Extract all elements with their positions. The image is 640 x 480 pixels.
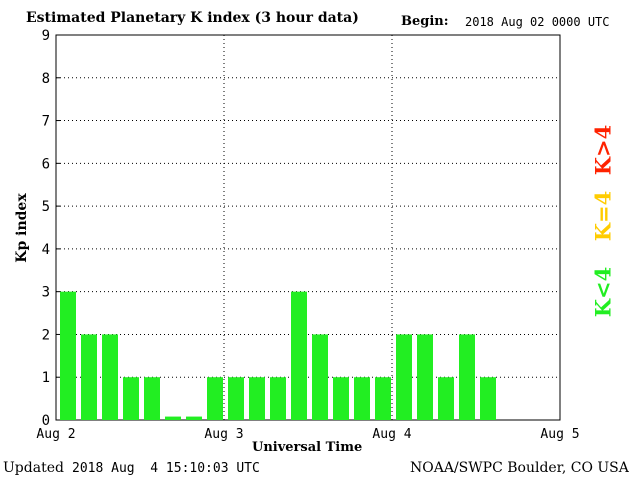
legend-high-label: K>4 bbox=[590, 124, 616, 176]
x-tick-label: Aug 5 bbox=[540, 427, 579, 442]
kp-bar bbox=[228, 377, 244, 420]
x-tick-label: Aug 2 bbox=[36, 427, 75, 442]
begin-value: 2018 Aug 02 0000 UTC bbox=[465, 15, 610, 29]
kp-bar bbox=[480, 377, 496, 420]
kp-bar bbox=[102, 334, 118, 420]
legend-mid-label: K=4 bbox=[590, 190, 616, 242]
updated-label: Updated bbox=[3, 460, 64, 476]
plot-frame bbox=[55, 34, 561, 421]
x-tick-label: Aug 4 bbox=[372, 427, 411, 442]
y-tick-label: 7 bbox=[42, 114, 50, 130]
x-tick-label: Aug 3 bbox=[204, 427, 243, 442]
kp-bar bbox=[417, 334, 433, 420]
kp-bar bbox=[165, 416, 181, 420]
kp-bar bbox=[123, 377, 139, 420]
y-tick-label: 2 bbox=[42, 327, 50, 343]
y-tick-label: 4 bbox=[42, 242, 50, 258]
kp-bar bbox=[333, 377, 349, 420]
y-tick-label: 6 bbox=[42, 156, 50, 172]
kp-bar bbox=[60, 291, 76, 420]
x-tick-labels: Aug 2 Aug 3 Aug 4 Aug 5 bbox=[36, 427, 579, 442]
kp-bar bbox=[144, 377, 160, 420]
kp-bar bbox=[207, 377, 223, 420]
updated-value: 2018 Aug 4 15:10:03 UTC bbox=[72, 461, 260, 476]
kp-bar bbox=[81, 334, 97, 420]
y-tick-label: 3 bbox=[42, 285, 50, 301]
kp-bar bbox=[396, 334, 412, 420]
kp-bar bbox=[186, 416, 202, 420]
gridlines bbox=[56, 34, 560, 421]
kp-bar bbox=[354, 377, 370, 420]
kp-bar bbox=[438, 377, 454, 420]
y-tick-label: 1 bbox=[42, 370, 50, 386]
kp-bar bbox=[249, 377, 265, 420]
y-tick-label: 8 bbox=[42, 71, 50, 87]
y-tick-label: 5 bbox=[42, 199, 50, 215]
kp-bar bbox=[291, 291, 307, 420]
y-tick-label: 0 bbox=[42, 413, 50, 429]
x-axis-label: Universal Time bbox=[252, 440, 363, 455]
kp-bar bbox=[270, 377, 286, 420]
begin-label: Begin: bbox=[401, 14, 449, 29]
kp-bar bbox=[312, 334, 328, 420]
kp-bar bbox=[375, 377, 391, 420]
legend-low-label: K<4 bbox=[590, 266, 616, 318]
y-axis-label: Kp index bbox=[14, 193, 30, 263]
kp-bar bbox=[459, 334, 475, 420]
chart-title: Estimated Planetary K index (3 hour data… bbox=[26, 10, 359, 26]
bars bbox=[60, 291, 496, 420]
y-tick-labels: 0 1 2 3 4 5 6 7 8 9 bbox=[42, 28, 50, 429]
source-credit: NOAA/SWPC Boulder, CO USA bbox=[410, 460, 629, 476]
y-tick-label: 9 bbox=[42, 28, 50, 44]
